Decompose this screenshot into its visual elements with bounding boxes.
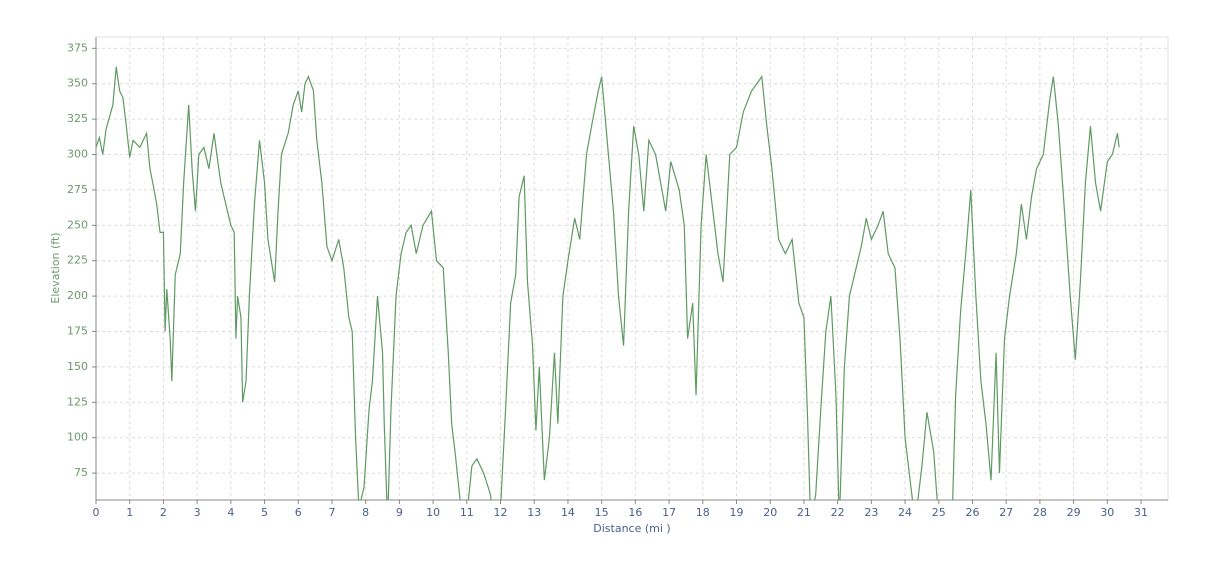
x-tick-label: 19 xyxy=(730,506,744,519)
x-tick-label: 7 xyxy=(328,506,335,519)
y-tick-label: 175 xyxy=(67,325,88,338)
x-tick-label: 15 xyxy=(595,506,609,519)
y-tick-label: 250 xyxy=(67,218,88,231)
x-tick-label: 22 xyxy=(831,506,845,519)
y-tick-label: 350 xyxy=(67,77,88,90)
x-tick-label: 27 xyxy=(999,506,1013,519)
y-tick-label: 100 xyxy=(67,431,88,444)
x-tick-label: 9 xyxy=(396,506,403,519)
x-tick-label: 18 xyxy=(696,506,710,519)
x-tick-label: 30 xyxy=(1100,506,1114,519)
x-tick-label: 6 xyxy=(295,506,302,519)
y-tick-label: 300 xyxy=(67,148,88,161)
x-tick-label: 28 xyxy=(1033,506,1047,519)
x-tick-label: 29 xyxy=(1067,506,1081,519)
x-tick-label: 16 xyxy=(628,506,642,519)
x-tick-label: 0 xyxy=(93,506,100,519)
x-tick-label: 14 xyxy=(561,506,575,519)
y-tick-label: 275 xyxy=(67,183,88,196)
y-tick-label: 200 xyxy=(67,289,88,302)
x-tick-label: 5 xyxy=(261,506,268,519)
x-tick-label: 17 xyxy=(662,506,676,519)
x-tick-label: 21 xyxy=(797,506,811,519)
x-tick-label: 12 xyxy=(494,506,508,519)
x-tick-label: 23 xyxy=(864,506,878,519)
x-tick-label: 25 xyxy=(932,506,946,519)
elevation-line xyxy=(96,66,1120,500)
y-tick-label: 225 xyxy=(67,254,88,267)
x-tick-label: 20 xyxy=(763,506,777,519)
x-tick-label: 1 xyxy=(126,506,133,519)
x-tick-label: 8 xyxy=(362,506,369,519)
y-tick-label: 375 xyxy=(67,41,88,54)
x-tick-label: 10 xyxy=(426,506,440,519)
y-tick-label: 125 xyxy=(67,395,88,408)
x-tick-label: 26 xyxy=(965,506,979,519)
x-tick-label: 2 xyxy=(160,506,167,519)
x-tick-label: 31 xyxy=(1134,506,1148,519)
x-axis-label: Distance (mi ) xyxy=(593,522,670,535)
y-tick-label: 150 xyxy=(67,360,88,373)
x-tick-label: 4 xyxy=(227,506,234,519)
x-tick-label: 3 xyxy=(194,506,201,519)
x-tick-label: 13 xyxy=(527,506,541,519)
x-tick-label: 11 xyxy=(460,506,474,519)
x-tick-label: 24 xyxy=(898,506,912,519)
plot-area xyxy=(95,36,1169,501)
y-tick-label: 325 xyxy=(67,112,88,125)
y-tick-label: 75 xyxy=(74,466,88,479)
y-axis-label: Elevation (ft) xyxy=(49,232,62,303)
